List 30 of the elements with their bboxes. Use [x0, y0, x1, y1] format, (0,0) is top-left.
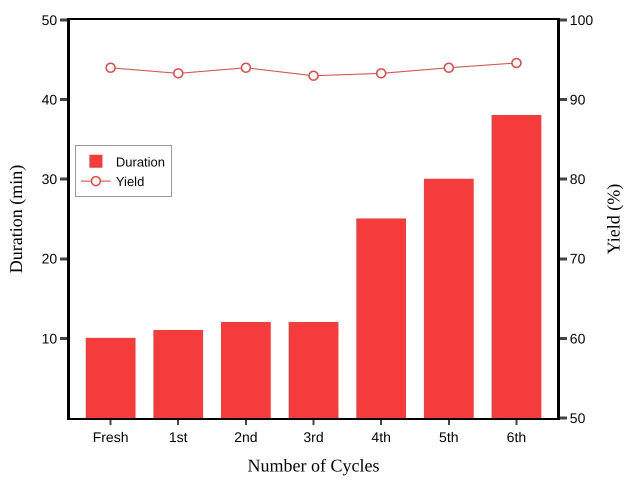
- x-axis-title: Number of Cycles: [248, 455, 380, 476]
- y2-tick-label: 70: [570, 250, 586, 267]
- y-tick-label: 20: [42, 250, 58, 267]
- legend-label: Yield: [116, 174, 144, 190]
- bar: [153, 330, 204, 418]
- bar: [221, 322, 271, 418]
- bar: [492, 115, 542, 418]
- y2-axis-title: Yield (%): [603, 184, 624, 254]
- y-tick-label: 30: [42, 171, 58, 188]
- bar: [288, 322, 338, 418]
- legend-label: Duration: [116, 154, 166, 170]
- x-tick-label: Fresh: [92, 428, 128, 445]
- x-tick-label: 1st: [168, 428, 188, 445]
- bar: [86, 338, 136, 418]
- bar: [356, 218, 406, 418]
- y-tick-label: 50: [42, 12, 58, 28]
- x-tick-label: 5th: [439, 428, 459, 445]
- y-tick-label: 10: [42, 330, 58, 346]
- y2-tick-label: 60: [570, 330, 586, 346]
- y-tick-label: 40: [42, 92, 58, 108]
- x-tick-label: 2nd: [234, 428, 258, 445]
- y2-tick-label: 90: [570, 92, 586, 108]
- x-tick-label: 4th: [371, 428, 391, 445]
- x-tick-label: 6th: [506, 428, 526, 445]
- x-tick-label: 3rd: [303, 428, 324, 445]
- y2-tick-label: 80: [570, 171, 586, 188]
- y2-tick-label: 50: [570, 410, 586, 426]
- y2-tick-label: 100: [570, 12, 594, 28]
- y-axis-title: Duration (min): [6, 164, 26, 274]
- bar: [424, 178, 474, 418]
